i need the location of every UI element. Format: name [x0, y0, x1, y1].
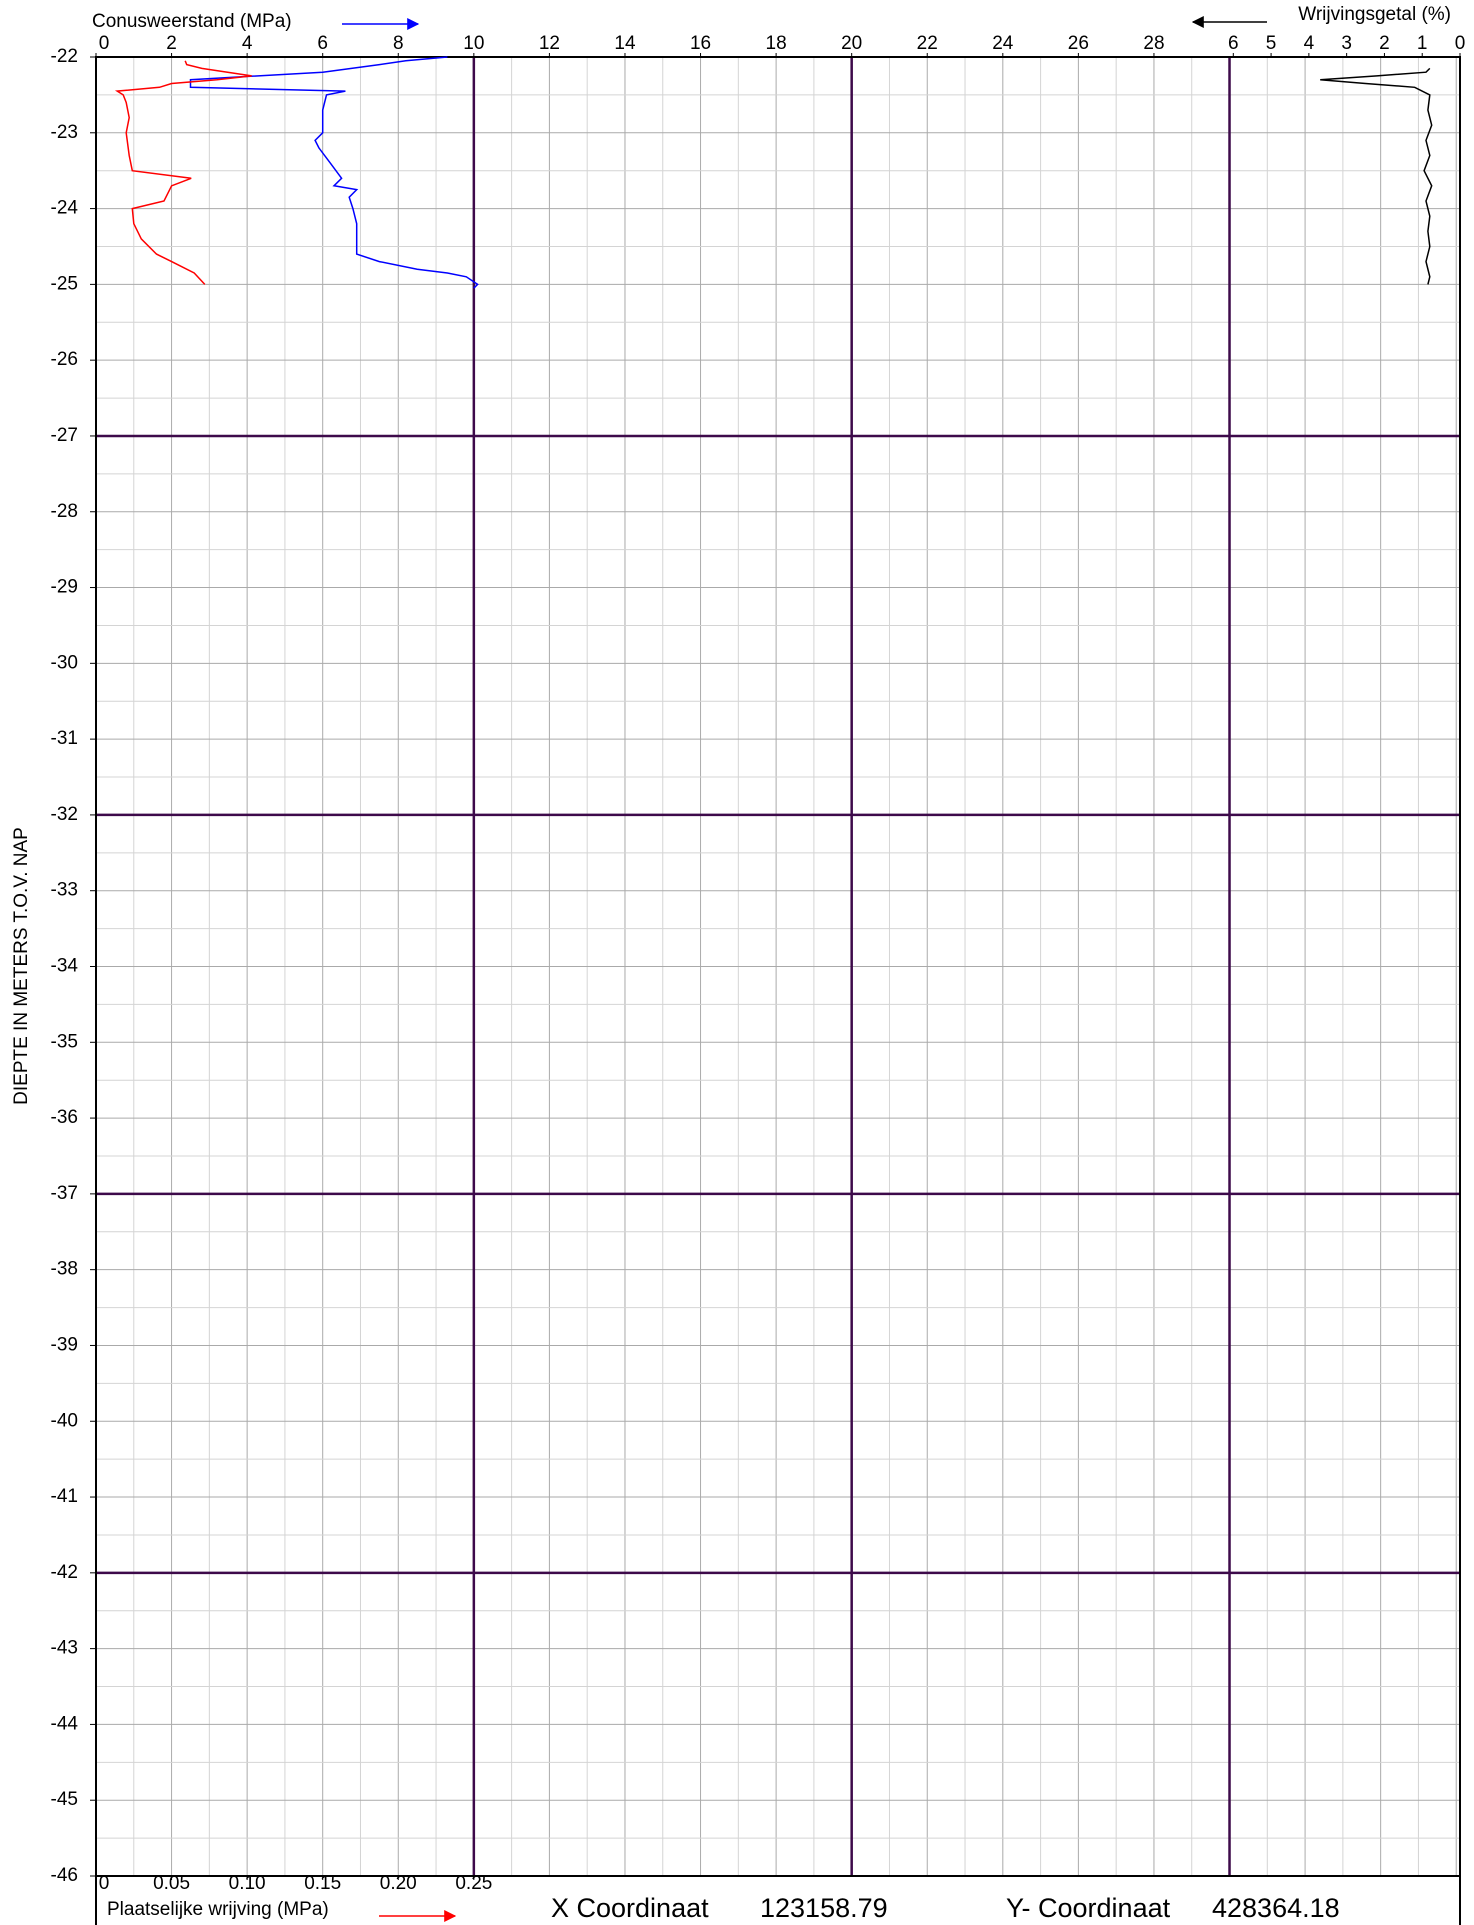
y-tick-label: -39 [51, 1334, 78, 1355]
y-axis-title: DIEPTE IN METERS T.O.V. NAP [11, 827, 32, 1105]
y-tick-label: -27 [51, 425, 78, 446]
y-tick-label: -44 [51, 1713, 79, 1734]
cone-tick-label: 0 [99, 33, 110, 54]
y-tick-label: -29 [51, 577, 78, 598]
friction-axis-title: Plaatselijke wrijving (MPa) [107, 1899, 329, 1920]
y-tick-label: -32 [51, 804, 78, 825]
y-tick-label: -30 [51, 652, 78, 673]
friction-tick-label: 0.20 [380, 1873, 417, 1894]
y-tick-label: -25 [51, 273, 78, 294]
y-tick-label: -31 [51, 728, 78, 749]
ratio-tick-label: 5 [1266, 33, 1277, 54]
cone-tick-label: 22 [917, 33, 938, 54]
y-tick-label: -40 [51, 1410, 78, 1431]
friction-tick-label: 0 [99, 1873, 110, 1894]
x-coordinate-value: 123158.79 [760, 1893, 888, 1923]
y-tick-label: -45 [51, 1789, 78, 1810]
ratio-tick-label: 1 [1417, 33, 1428, 54]
cone-tick-label: 20 [841, 33, 862, 54]
ratio-tick-label: 0 [1455, 33, 1466, 54]
ratio-tick-label: 3 [1341, 33, 1352, 54]
cone-tick-label: 26 [1068, 33, 1089, 54]
cone-tick-label: 4 [242, 33, 253, 54]
cone-tick-label: 24 [992, 33, 1014, 54]
ratio-line [1320, 67, 1433, 285]
ratio-tick-label: 4 [1304, 33, 1315, 54]
cone-tick-label: 2 [166, 33, 177, 54]
cone-tick-label: 16 [690, 33, 711, 54]
cone-tick-label: 12 [539, 33, 560, 54]
friction-line [114, 60, 252, 285]
y-tick-label: -26 [51, 349, 78, 370]
y-tick-label: -42 [51, 1562, 78, 1583]
cone-tick-label: 6 [317, 33, 328, 54]
ratio-tick-label: 6 [1228, 33, 1239, 54]
y-tick-label: -38 [51, 1259, 78, 1280]
cone-line [189, 56, 479, 289]
cone-tick-label: 8 [393, 33, 404, 54]
y-tick-label: -37 [51, 1183, 78, 1204]
cone-axis-title: Conusweerstand (MPa) [92, 11, 292, 32]
y-tick-label: -41 [51, 1486, 78, 1507]
friction-tick-label: 0.25 [455, 1873, 492, 1894]
cone-tick-label: 10 [463, 33, 484, 54]
ratio-axis-title: Wrijvingsgetal (%) [1298, 4, 1451, 25]
y-tick-label: -35 [51, 1031, 78, 1052]
cone-tick-label: 14 [614, 33, 636, 54]
y-tick-label: -28 [51, 501, 78, 522]
y-tick-label: -36 [51, 1107, 78, 1128]
ratio-tick-label: 2 [1379, 33, 1390, 54]
cone-tick-label: 18 [766, 33, 787, 54]
plot-frame [95, 56, 1461, 1877]
x-coordinate-label: X Coordinaat [551, 1893, 709, 1923]
y-tick-label: -43 [51, 1638, 78, 1659]
friction-tick-label: 0.15 [304, 1873, 341, 1894]
y-tick-label: -24 [51, 198, 79, 219]
y-coordinate-label: Y- Coordinaat [1006, 1893, 1171, 1923]
y-coordinate-value: 428364.18 [1212, 1893, 1340, 1923]
y-tick-label: -22 [51, 46, 78, 67]
friction-tick-label: 0.10 [229, 1873, 266, 1894]
cone-tick-label: 28 [1143, 33, 1164, 54]
y-tick-label: -46 [51, 1865, 78, 1886]
bottom-box [95, 1876, 1461, 1925]
y-tick-label: -34 [51, 956, 79, 977]
y-tick-label: -23 [51, 122, 78, 143]
friction-tick-label: 0.05 [153, 1873, 190, 1894]
y-tick-label: -33 [51, 880, 78, 901]
